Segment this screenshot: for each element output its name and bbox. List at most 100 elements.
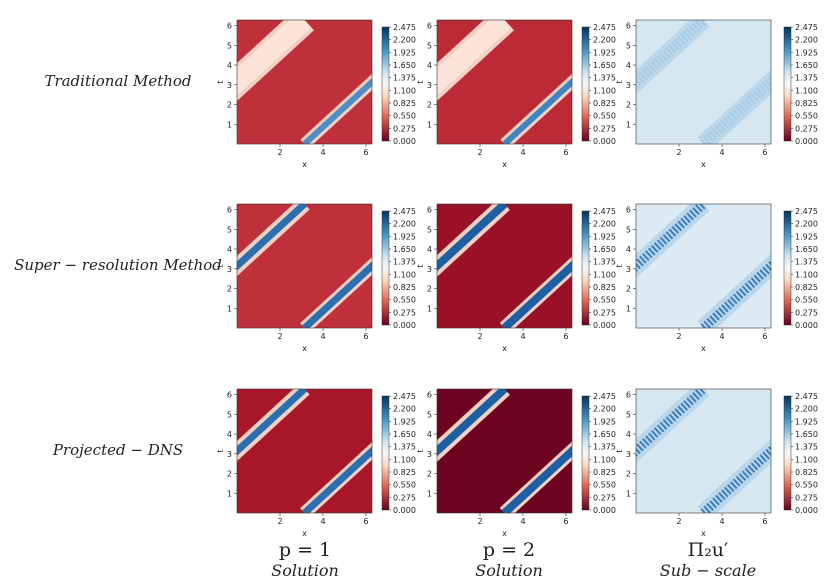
y-tick-label: 5 (626, 410, 631, 419)
colorbar-tick-label: 0.825 (393, 468, 416, 477)
colorbar-tick-label: 0.000 (393, 137, 416, 146)
column-title: Π₂u′ (688, 539, 729, 561)
y-tick-label: 6 (626, 206, 631, 215)
colorbar-tick-label: 2.200 (593, 405, 616, 414)
colorbar-tick-label: 2.475 (393, 207, 416, 216)
y-tick-label: 5 (427, 225, 432, 234)
colorbar-tick-label: 1.650 (593, 61, 616, 70)
colorbar-tick-label: 0.550 (593, 481, 616, 490)
y-tick-label: 3 (227, 450, 232, 459)
colorbar-tick-label: 0.275 (393, 493, 416, 502)
colorbar-tick-label: 2.200 (393, 220, 416, 229)
colorbar-tick-label: 2.475 (593, 23, 616, 32)
colorbar-tick-label: 1.375 (393, 258, 416, 267)
y-tick-label: 6 (427, 391, 432, 400)
x-tick-label: 6 (363, 148, 368, 157)
y-tick-label: 1 (626, 304, 631, 313)
y-tick-label: 2 (227, 470, 232, 479)
colorbar-tick-label: 0.825 (593, 283, 616, 292)
y-tick-label: 1 (427, 489, 432, 498)
y-tick-label: 4 (227, 245, 232, 254)
y-tick-label: 5 (227, 410, 232, 419)
y-axis-label: t (615, 80, 624, 83)
y-tick-label: 6 (427, 22, 432, 31)
x-tick-label: 4 (719, 517, 724, 526)
colorbar-tick-label: 2.200 (795, 405, 818, 414)
x-tick-label: 2 (277, 148, 282, 157)
heatmap-background (437, 204, 572, 328)
y-tick-label: 2 (427, 101, 432, 110)
colorbar-tick-label: 1.925 (795, 48, 818, 57)
y-tick-label: 3 (626, 450, 631, 459)
y-tick-label: 4 (626, 245, 631, 254)
y-tick-label: 3 (626, 81, 631, 90)
colorbar (784, 211, 791, 325)
colorbar (582, 211, 589, 325)
y-tick-label: 3 (427, 450, 432, 459)
colorbar-tick-label: 1.375 (393, 74, 416, 83)
colorbar-tick-label: 1.925 (593, 48, 616, 57)
y-tick-label: 2 (626, 101, 631, 110)
column-title: p = 1 (279, 539, 331, 561)
colorbar-tick-label: 1.375 (795, 74, 818, 83)
y-tick-label: 3 (227, 81, 232, 90)
colorbar-tick-label: 0.550 (795, 481, 818, 490)
x-tick-label: 4 (320, 332, 325, 341)
colorbar-tick-label: 0.275 (795, 493, 818, 502)
colorbar-tick-label: 1.650 (795, 245, 818, 254)
colorbar (784, 396, 791, 510)
x-tick-label: 4 (320, 148, 325, 157)
x-tick-label: 4 (520, 332, 525, 341)
y-tick-label: 1 (427, 304, 432, 313)
y-tick-label: 5 (227, 225, 232, 234)
colorbar-tick-label: 1.375 (795, 258, 818, 267)
colorbar-tick-label: 1.100 (393, 270, 416, 279)
x-tick-label: 4 (719, 332, 724, 341)
colorbar-tick-label: 1.100 (593, 86, 616, 95)
colorbar-tick-label: 1.650 (393, 61, 416, 70)
y-tick-label: 5 (427, 410, 432, 419)
colorbar-tick-label: 1.925 (393, 232, 416, 241)
colorbar-tick-label: 1.100 (795, 86, 818, 95)
y-tick-label: 3 (427, 81, 432, 90)
colorbar-tick-label: 2.475 (795, 207, 818, 216)
x-tick-label: 2 (477, 332, 482, 341)
colorbar-tick-label: 2.475 (593, 207, 616, 216)
colorbar-tick-label: 1.100 (795, 270, 818, 279)
colorbar-tick-label: 0.825 (795, 283, 818, 292)
x-axis-label: x (502, 529, 507, 538)
colorbar (382, 27, 389, 141)
colorbar-tick-label: 2.475 (795, 23, 818, 32)
colorbar-tick-label: 0.000 (795, 506, 818, 515)
y-tick-label: 6 (626, 22, 631, 31)
y-tick-label: 4 (626, 430, 631, 439)
y-tick-label: 5 (626, 41, 631, 50)
x-axis-label: x (701, 160, 706, 169)
y-tick-label: 6 (626, 391, 631, 400)
colorbar-tick-label: 2.475 (393, 23, 416, 32)
y-tick-label: 6 (227, 206, 232, 215)
colorbar (784, 27, 791, 141)
y-axis-label: t (416, 264, 425, 267)
x-tick-label: 6 (563, 148, 568, 157)
heatmap-background (636, 20, 771, 144)
row-label: Traditional Method (44, 72, 191, 90)
colorbar-tick-label: 0.000 (393, 506, 416, 515)
x-axis-label: x (302, 344, 307, 353)
colorbar-tick-label: 1.925 (393, 48, 416, 57)
colorbar-tick-label: 1.650 (393, 430, 416, 439)
x-tick-label: 4 (320, 517, 325, 526)
y-tick-label: 2 (626, 285, 631, 294)
colorbar-tick-label: 2.475 (795, 392, 818, 401)
colorbar-tick-label: 0.275 (795, 308, 818, 317)
colorbar-tick-label: 0.000 (593, 321, 616, 330)
colorbar-tick-label: 1.100 (593, 270, 616, 279)
y-tick-label: 3 (427, 265, 432, 274)
colorbar-tick-label: 0.275 (393, 308, 416, 317)
colorbar-tick-label: 1.100 (393, 455, 416, 464)
heatmap-background (437, 389, 572, 513)
